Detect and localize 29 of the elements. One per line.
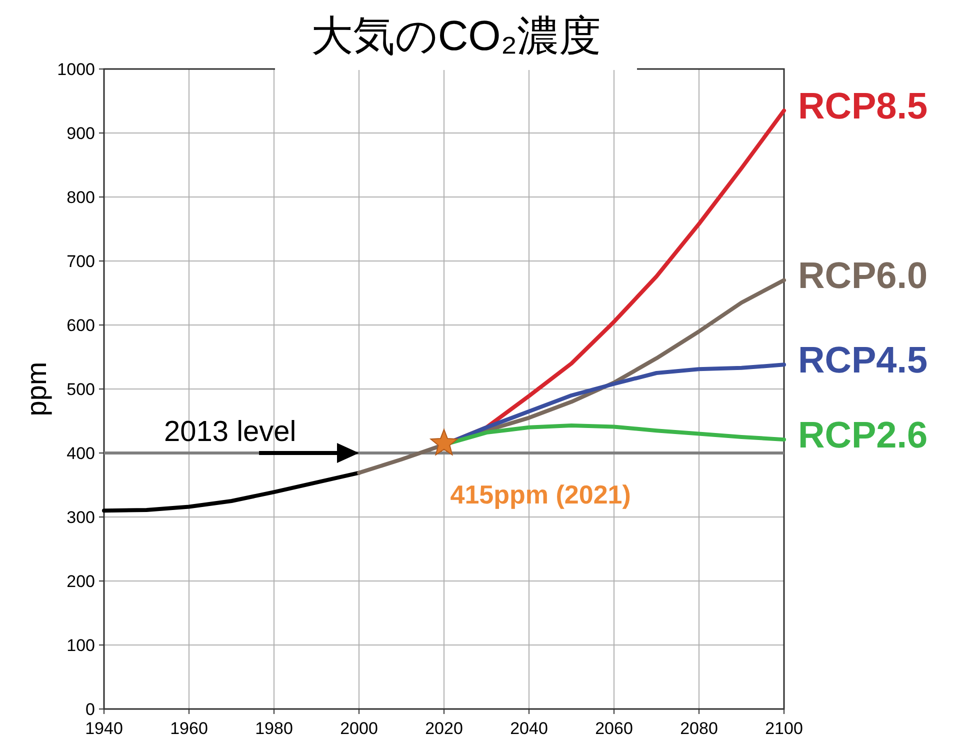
y-tick-label: 0 [86, 700, 95, 719]
x-tick-label: 2020 [425, 719, 463, 738]
y-tick-label: 500 [66, 380, 95, 399]
x-tick-label: 1940 [85, 719, 123, 738]
y-axis-title: ppm [21, 362, 52, 416]
annotation: 2013 level [164, 416, 296, 448]
series-label: RCP4.5 [798, 339, 928, 380]
y-tick-label: 600 [66, 316, 95, 335]
x-tick-label: 2060 [595, 719, 633, 738]
x-tick-label: 2040 [510, 719, 548, 738]
y-tick-label: 200 [66, 572, 95, 591]
y-tick-label: 1000 [57, 60, 95, 79]
y-tick-label: 400 [66, 444, 95, 463]
y-tick-label: 800 [66, 188, 95, 207]
y-tick-label: 700 [66, 252, 95, 271]
chart-title: 大気のCO₂濃度 [310, 12, 602, 59]
x-tick-label: 2100 [765, 719, 803, 738]
y-tick-label: 100 [66, 636, 95, 655]
series-label: RCP2.6 [798, 414, 928, 456]
x-tick-label: 1960 [170, 719, 208, 738]
series-label: RCP8.5 [798, 85, 928, 126]
x-tick-label: 1980 [255, 719, 293, 738]
line-series [102, 470, 361, 513]
series-label: RCP6.0 [798, 254, 928, 296]
x-tick-label: 2080 [680, 719, 718, 738]
y-tick-label: 900 [66, 124, 95, 143]
x-tick-label: 2000 [340, 719, 378, 738]
y-tick-label: 300 [66, 508, 95, 527]
annotation: 415ppm (2021) [450, 479, 631, 510]
